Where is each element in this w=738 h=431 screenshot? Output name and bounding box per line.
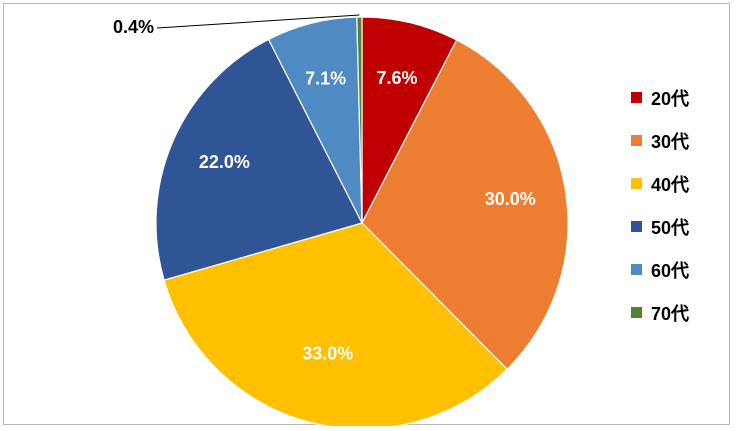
data-label-70s: 0.4% (113, 17, 154, 37)
leader-line-70s (156, 14, 360, 29)
data-label-60s: 7.1% (305, 68, 346, 88)
legend-label-50s: 50代 (651, 217, 690, 238)
legend-label-70s: 70代 (651, 303, 690, 324)
legend-swatch-60s (631, 264, 642, 275)
data-label-20s: 7.6% (376, 68, 417, 88)
pie-slice-40s (163, 222, 508, 426)
legend-swatch-40s (631, 178, 642, 189)
pie-slice-20s (361, 16, 458, 224)
pie-slice-30s (361, 39, 569, 371)
legend-item-70s: 70代 (631, 291, 731, 334)
chart-area: 7.6% 30.0% 33.0% 22.0% 7.1% 0.4% 20代 30代 40代 … (3, 3, 731, 426)
legend-item-50s: 50代 (631, 205, 731, 248)
legend-label-60s: 60代 (651, 260, 690, 281)
legend-swatch-50s (631, 221, 642, 232)
legend-item-60s: 60代 (631, 248, 731, 291)
legend-item-40s: 40代 (631, 162, 731, 205)
pie-chart: 7.6% 30.0% 33.0% 22.0% 7.1% 0.4% (113, 14, 569, 426)
legend-label-20s: 20代 (651, 88, 690, 109)
pie-slice-70s (356, 16, 363, 224)
data-label-50s: 22.0% (199, 152, 250, 172)
legend-swatch-20s (631, 92, 642, 103)
legend-label-40s: 40代 (651, 174, 690, 195)
legend-item-30s: 30代 (631, 119, 731, 162)
legend-item-20s: 20代 (631, 76, 731, 119)
legend-swatch-70s (631, 307, 642, 318)
data-label-40s: 33.0% (302, 343, 353, 363)
legend: 20代 30代 40代 50代 60代 70代 (631, 76, 731, 334)
pie-slice-50s (155, 38, 363, 281)
data-label-30s: 30.0% (485, 189, 536, 209)
legend-swatch-30s (631, 135, 642, 146)
legend-label-30s: 30代 (651, 131, 690, 152)
